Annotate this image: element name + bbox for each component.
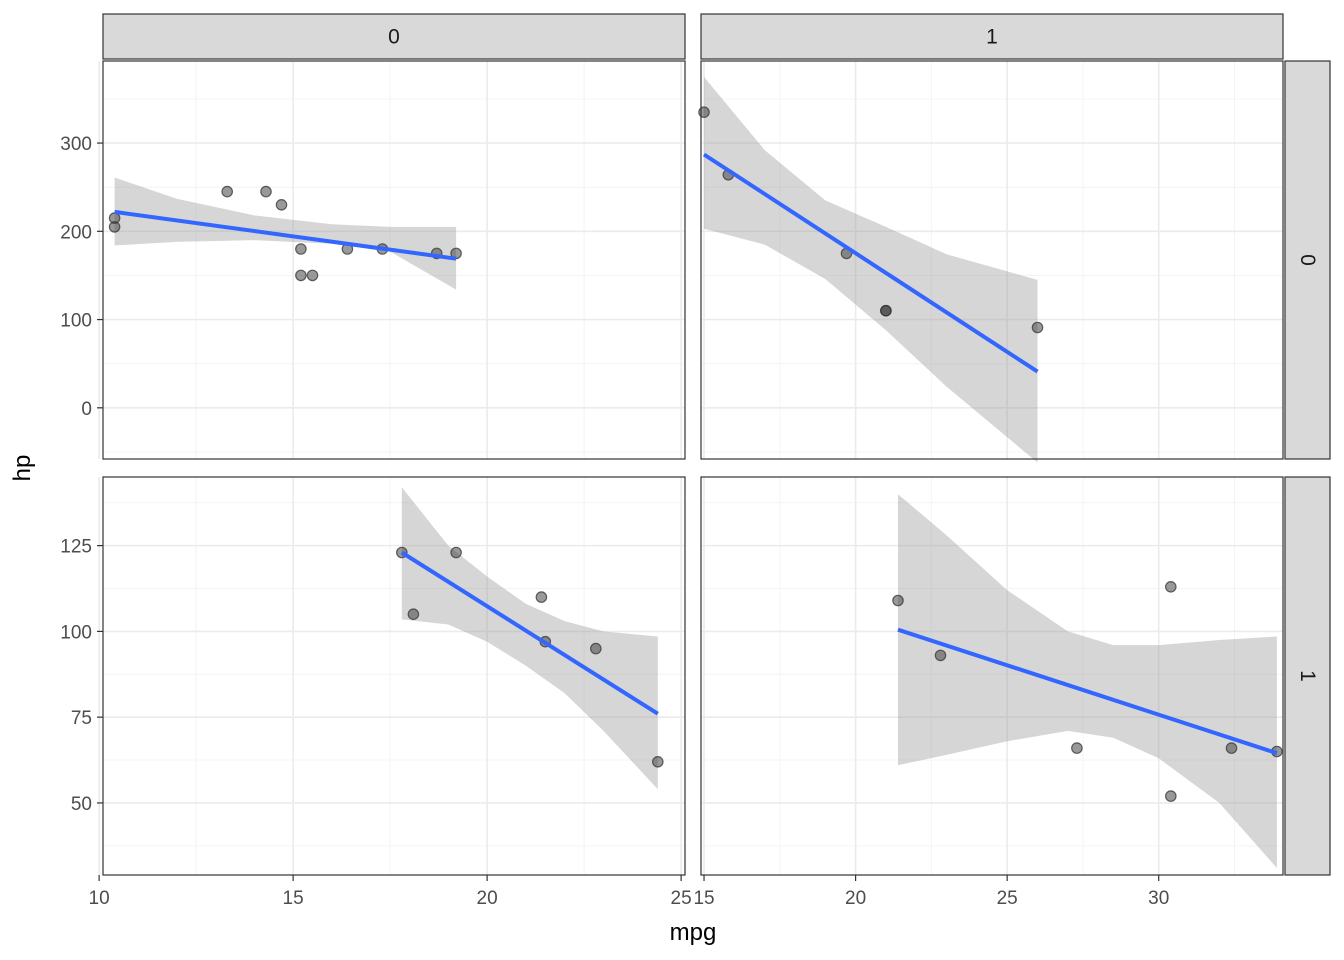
data-point [275, 199, 288, 211]
data-point [880, 304, 892, 317]
panel-border [700, 60, 1284, 460]
data-point [651, 755, 664, 768]
y-tick-label: 50 [71, 794, 92, 815]
row-facet-strip [1284, 60, 1331, 460]
column-facet-label: 0 [388, 26, 400, 49]
y-tick-label: 100 [60, 311, 92, 332]
confidence-ribbon [401, 487, 658, 790]
x-tick-label: 15 [283, 888, 304, 909]
data-point [698, 106, 710, 118]
y-tick-label: 75 [71, 708, 92, 729]
regression-line [114, 209, 457, 261]
panel-background [701, 477, 1283, 875]
data-point [295, 269, 307, 282]
y-tick-label: 100 [60, 622, 92, 643]
panel-border [700, 476, 1284, 876]
regression-line [897, 627, 1278, 756]
column-facet-strip [700, 13, 1284, 60]
y-tick-label: 200 [60, 222, 92, 243]
panel-background [701, 61, 1283, 459]
data-point [1225, 742, 1238, 754]
data-point [260, 185, 272, 198]
row-facet-label: 1 [1296, 670, 1319, 682]
data-point [934, 649, 947, 662]
x-tick-label: 10 [89, 888, 110, 909]
data-point [1165, 790, 1177, 802]
panel-border [102, 476, 686, 876]
x-tick-label: 20 [477, 888, 498, 909]
regression-line [400, 550, 659, 716]
confidence-ribbon [898, 494, 1277, 869]
y-axis-title: hp [9, 455, 36, 482]
data-point [1031, 321, 1044, 334]
x-axis-title: mpg [670, 919, 717, 946]
data-point [306, 269, 319, 282]
panel-border [102, 60, 686, 460]
data-point [108, 221, 121, 233]
y-tick-label: 125 [60, 537, 92, 558]
x-tick-label: 15 [693, 888, 714, 909]
row-facet-strip [1284, 476, 1331, 876]
fit-lines-layer [114, 152, 1278, 756]
confidence-ribbon [704, 76, 1038, 463]
row-facet-label: 0 [1296, 254, 1319, 266]
data-point [450, 546, 462, 559]
panel-frame-layer [102, 60, 1284, 876]
x-tick-label: 25 [997, 888, 1018, 909]
x-tick-label: 20 [845, 888, 866, 909]
data-point [892, 594, 904, 607]
panel-background [103, 477, 685, 875]
confidence-ribbon-layer [114, 76, 1277, 869]
x-tick-label: 25 [671, 888, 692, 909]
facet-strips-layer: 0 1 0 1 [102, 13, 1331, 876]
panel-background [103, 61, 685, 459]
y-tick-label: 0 [81, 399, 92, 420]
y-tick-label: 300 [60, 134, 92, 155]
regression-line [702, 152, 1039, 374]
grid-layer [98, 61, 1283, 875]
data-point [589, 642, 602, 655]
data-point [295, 243, 307, 255]
data-point [1071, 742, 1083, 754]
x-tick-label: 30 [1148, 888, 1169, 909]
data-point [407, 608, 420, 620]
data-point [221, 185, 233, 198]
column-facet-label: 1 [986, 26, 998, 49]
data-point [1165, 580, 1177, 593]
column-facet-strip [102, 13, 686, 60]
data-point [535, 591, 548, 603]
